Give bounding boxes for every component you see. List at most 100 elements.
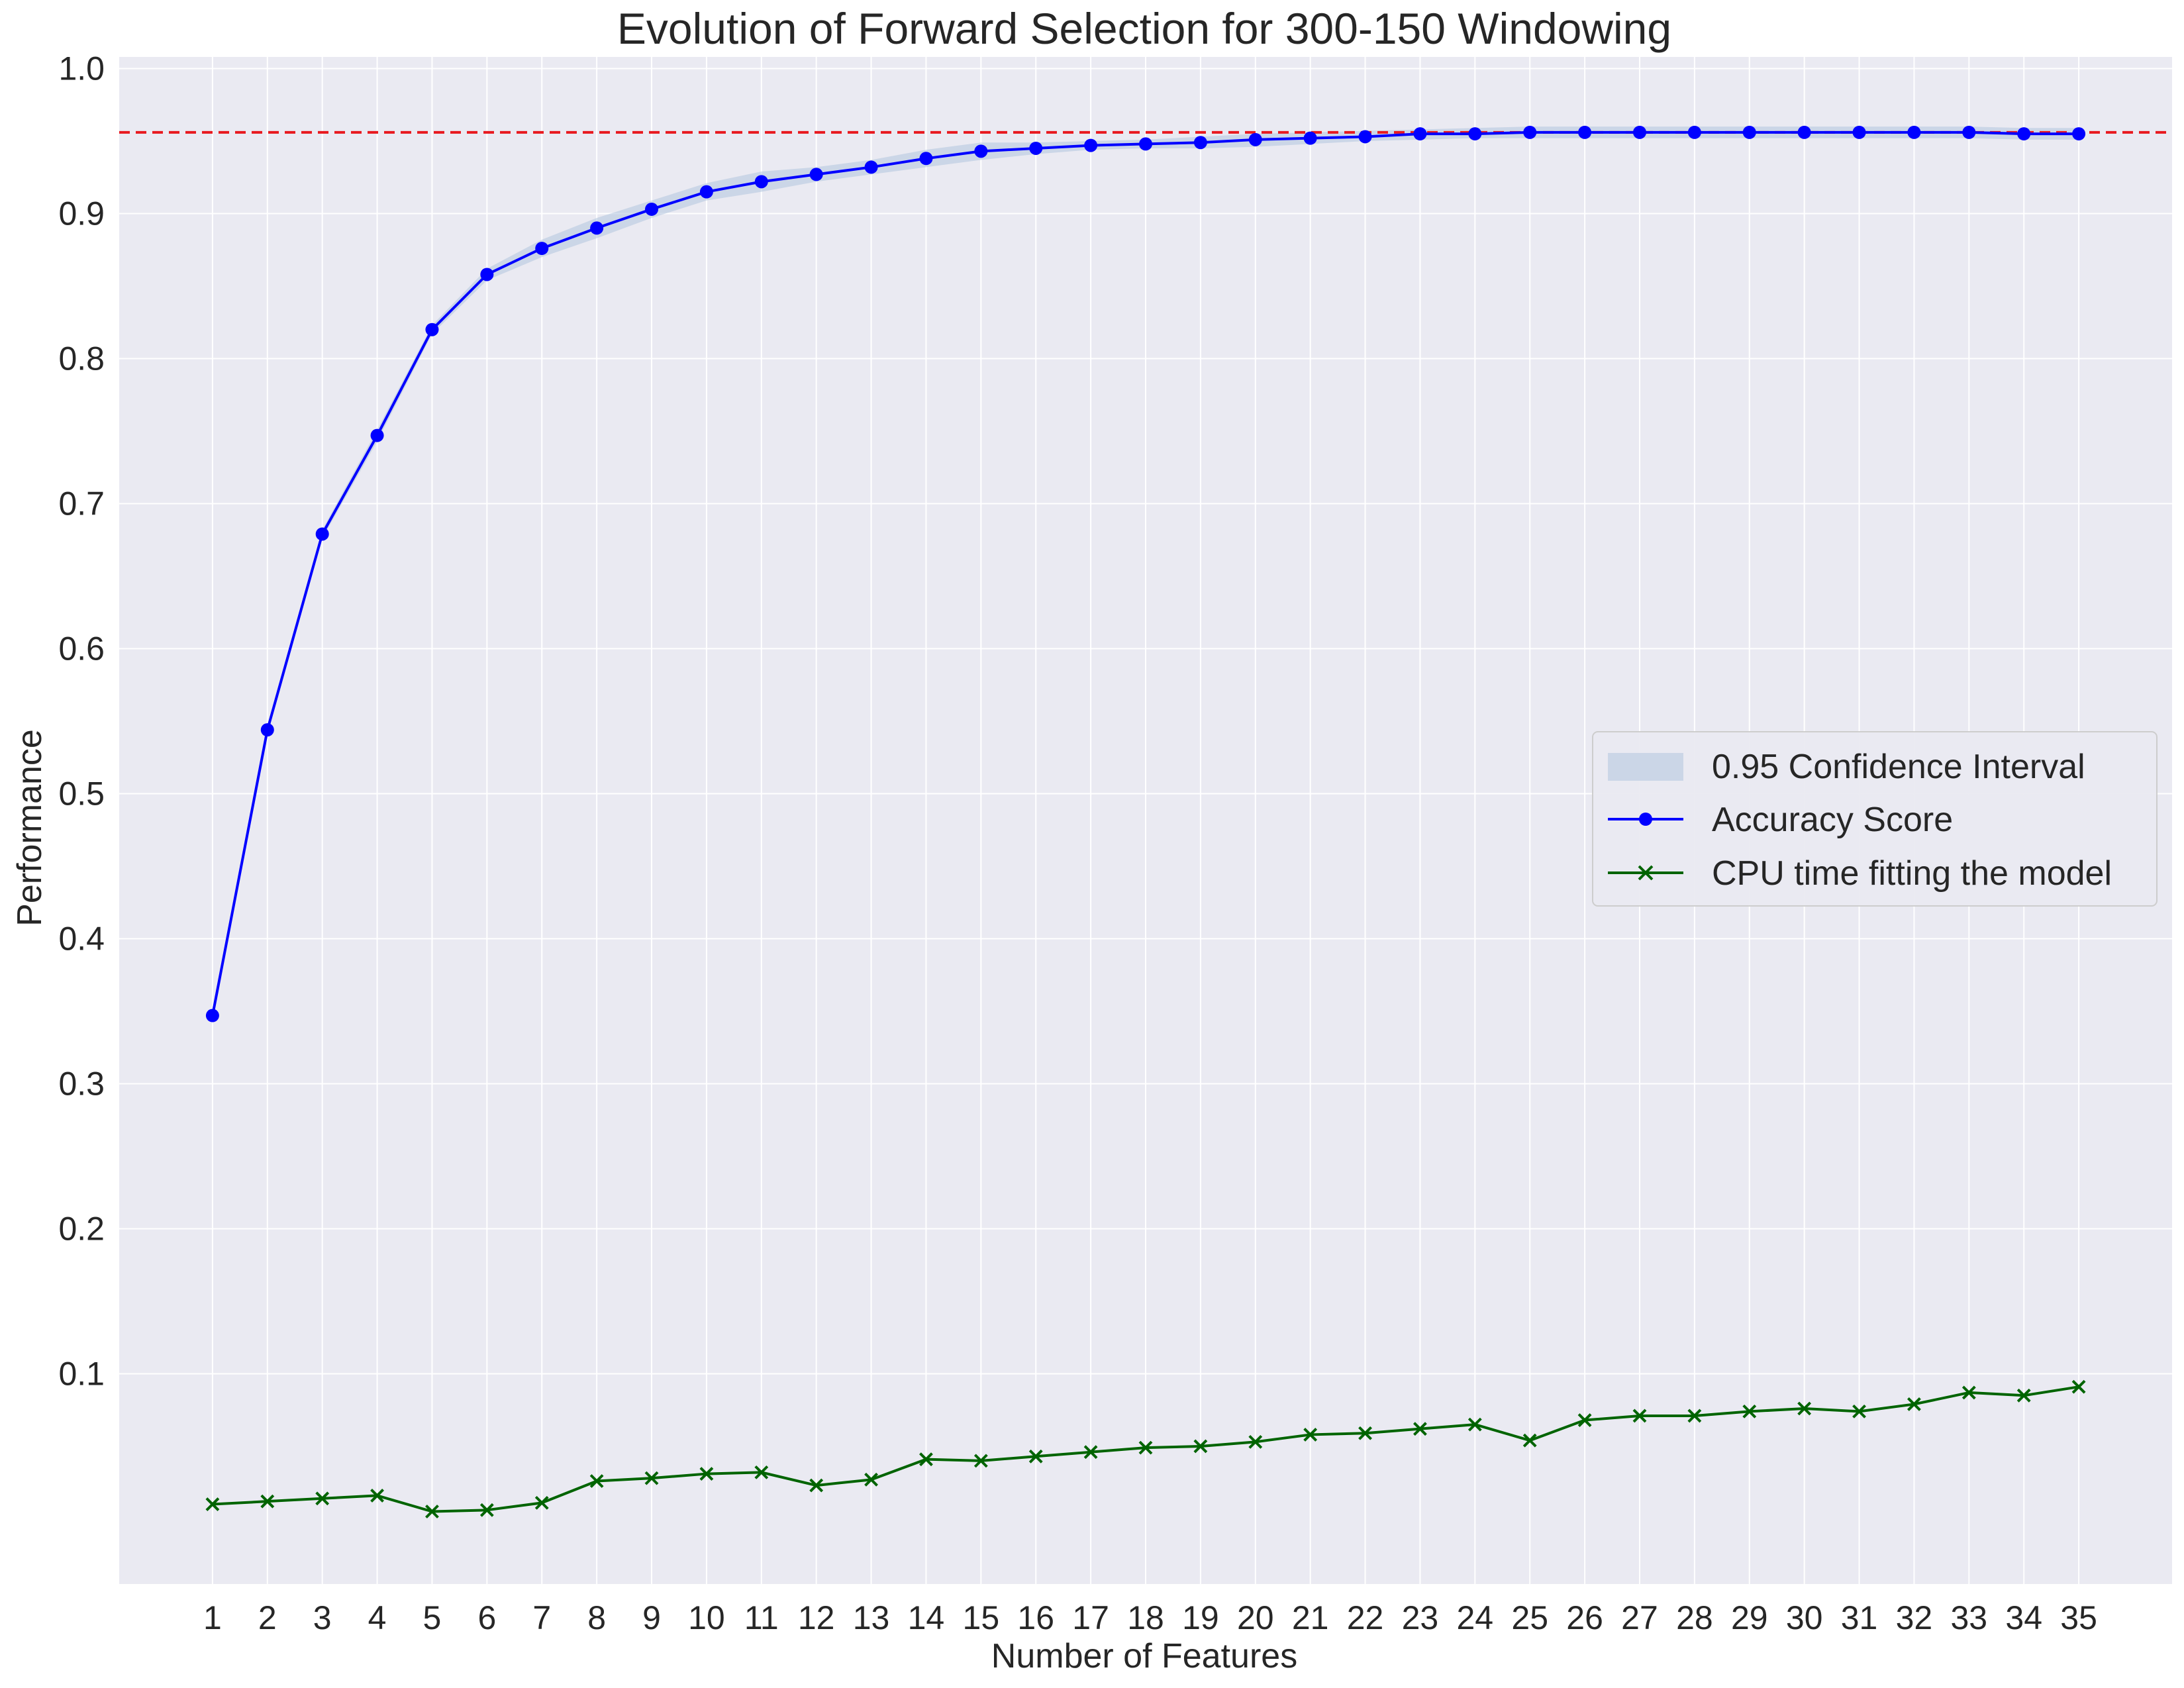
cpu-time-point bbox=[1687, 1409, 1702, 1423]
y-tick-label: 0.9 bbox=[58, 195, 105, 232]
legend-accuracy-label: Accuracy Score bbox=[1712, 801, 1953, 839]
accuracy-point bbox=[1907, 125, 1921, 139]
cpu-time-point bbox=[1577, 1413, 1592, 1427]
legend-ci-label: 0.95 Confidence Interval bbox=[1712, 748, 2085, 786]
y-axis-label: Performance bbox=[11, 729, 49, 926]
x-tick-label: 8 bbox=[587, 1599, 606, 1636]
legend-ci-swatch bbox=[1608, 753, 1683, 781]
accuracy-point bbox=[260, 723, 274, 737]
x-axis-label: Number of Features bbox=[991, 1637, 1297, 1675]
x-tick-label: 4 bbox=[368, 1599, 387, 1636]
y-tick-label: 0.4 bbox=[58, 920, 105, 957]
x-tick-label: 3 bbox=[313, 1599, 332, 1636]
cpu-time-point bbox=[2071, 1379, 2086, 1394]
cpu-time-point bbox=[699, 1467, 714, 1481]
accuracy-point bbox=[1687, 125, 1701, 139]
accuracy-point bbox=[1358, 130, 1372, 144]
accuracy-point bbox=[205, 1009, 219, 1022]
accuracy-point bbox=[645, 202, 659, 216]
legend-frame bbox=[1592, 731, 2158, 907]
cpu-time-point bbox=[1852, 1404, 1866, 1418]
cpu-time-point bbox=[1632, 1409, 1647, 1423]
x-tick-label: 24 bbox=[1457, 1599, 1494, 1636]
x-tick-label: 18 bbox=[1127, 1599, 1164, 1636]
x-tick-label: 5 bbox=[423, 1599, 442, 1636]
accuracy-point bbox=[919, 152, 933, 166]
cpu-time-point bbox=[1193, 1439, 1208, 1454]
x-tick-label: 31 bbox=[1841, 1599, 1878, 1636]
x-tick-label: 6 bbox=[477, 1599, 496, 1636]
x-tick-label: 13 bbox=[853, 1599, 890, 1636]
x-tick-label: 32 bbox=[1896, 1599, 1933, 1636]
cpu-time-point bbox=[260, 1494, 275, 1509]
y-tick-label: 0.6 bbox=[58, 630, 105, 667]
accuracy-point bbox=[1523, 125, 1537, 139]
cpu-time-point bbox=[919, 1452, 933, 1467]
cpu-time-point bbox=[864, 1472, 878, 1487]
accuracy-point bbox=[480, 268, 494, 281]
legend-cpu-label: CPU time fitting the model bbox=[1712, 854, 2112, 893]
x-tick-label: 12 bbox=[798, 1599, 835, 1636]
accuracy-point bbox=[590, 221, 604, 235]
x-tick-label: 11 bbox=[744, 1599, 779, 1636]
accuracy-point bbox=[1413, 127, 1427, 141]
cpu-time-point bbox=[644, 1471, 659, 1485]
accuracy-point bbox=[1742, 125, 1756, 139]
x-tick-label: 27 bbox=[1621, 1599, 1658, 1636]
y-tick-label: 0.2 bbox=[58, 1210, 105, 1247]
accuracy-point bbox=[1248, 132, 1262, 146]
cpu-time-point bbox=[315, 1491, 330, 1506]
accuracy-point bbox=[370, 428, 384, 442]
x-tick-label: 22 bbox=[1347, 1599, 1384, 1636]
accuracy-point bbox=[425, 323, 439, 336]
x-tick-label: 29 bbox=[1731, 1599, 1768, 1636]
accuracy-point bbox=[2017, 127, 2031, 141]
x-tick-label: 30 bbox=[1786, 1599, 1823, 1636]
accuracy-point bbox=[2072, 127, 2086, 141]
cpu-time-point bbox=[1083, 1445, 1098, 1460]
cpu-time-point bbox=[973, 1454, 988, 1468]
x-tick-label: 10 bbox=[688, 1599, 725, 1636]
y-tick-label: 0.8 bbox=[58, 340, 105, 377]
y-tick-label: 0.3 bbox=[58, 1065, 105, 1102]
accuracy-point bbox=[864, 160, 878, 174]
x-tick-label: 17 bbox=[1072, 1599, 1109, 1636]
x-tick-label: 21 bbox=[1292, 1599, 1329, 1636]
x-tick-label: 16 bbox=[1017, 1599, 1054, 1636]
accuracy-point bbox=[1084, 138, 1098, 152]
x-tick-label: 28 bbox=[1676, 1599, 1713, 1636]
y-tick-label: 0.7 bbox=[58, 485, 105, 522]
cpu-time-point bbox=[370, 1488, 384, 1503]
cpu-time-point bbox=[809, 1478, 824, 1493]
ticks: 1 2 3 4 5 6 7 8 9 10 11 12 13 14 15 16 17 18 19 20 21 22 23 24 2… bbox=[58, 50, 2097, 1636]
y-tick-label: 1.0 bbox=[58, 50, 105, 87]
legend-cpu-marker bbox=[1638, 865, 1654, 881]
accuracy-point bbox=[809, 168, 823, 181]
cpu-time-point bbox=[1028, 1449, 1043, 1464]
x-tick-label: 20 bbox=[1237, 1599, 1274, 1636]
accuracy-point bbox=[1029, 141, 1043, 155]
x-tick-label: 26 bbox=[1566, 1599, 1603, 1636]
y-tick-label: 0.5 bbox=[58, 775, 105, 812]
chart-title: Evolution of Forward Selection for 300-1… bbox=[617, 4, 1671, 53]
y-tick-label: 0.1 bbox=[58, 1355, 105, 1392]
grid bbox=[119, 57, 2172, 1584]
accuracy-point bbox=[1852, 125, 1866, 139]
cpu-time-point bbox=[1907, 1397, 1921, 1411]
accuracy-point bbox=[1468, 127, 1482, 141]
cpu-time-point bbox=[1467, 1417, 1482, 1432]
cpu-time-point bbox=[1138, 1440, 1153, 1455]
accuracy-point bbox=[1632, 125, 1646, 139]
accuracy-point bbox=[1797, 125, 1811, 139]
accuracy-point bbox=[754, 175, 768, 189]
cpu-time-point bbox=[1303, 1428, 1318, 1442]
cpu-time-point bbox=[1961, 1385, 1976, 1400]
x-tick-label: 7 bbox=[532, 1599, 551, 1636]
cpu-time-point bbox=[1742, 1404, 1757, 1418]
accuracy-point bbox=[1193, 136, 1207, 150]
accuracy-point bbox=[535, 242, 549, 256]
cpu-time-point bbox=[205, 1497, 220, 1511]
x-tick-label: 23 bbox=[1402, 1599, 1439, 1636]
accuracy-point bbox=[974, 144, 988, 158]
